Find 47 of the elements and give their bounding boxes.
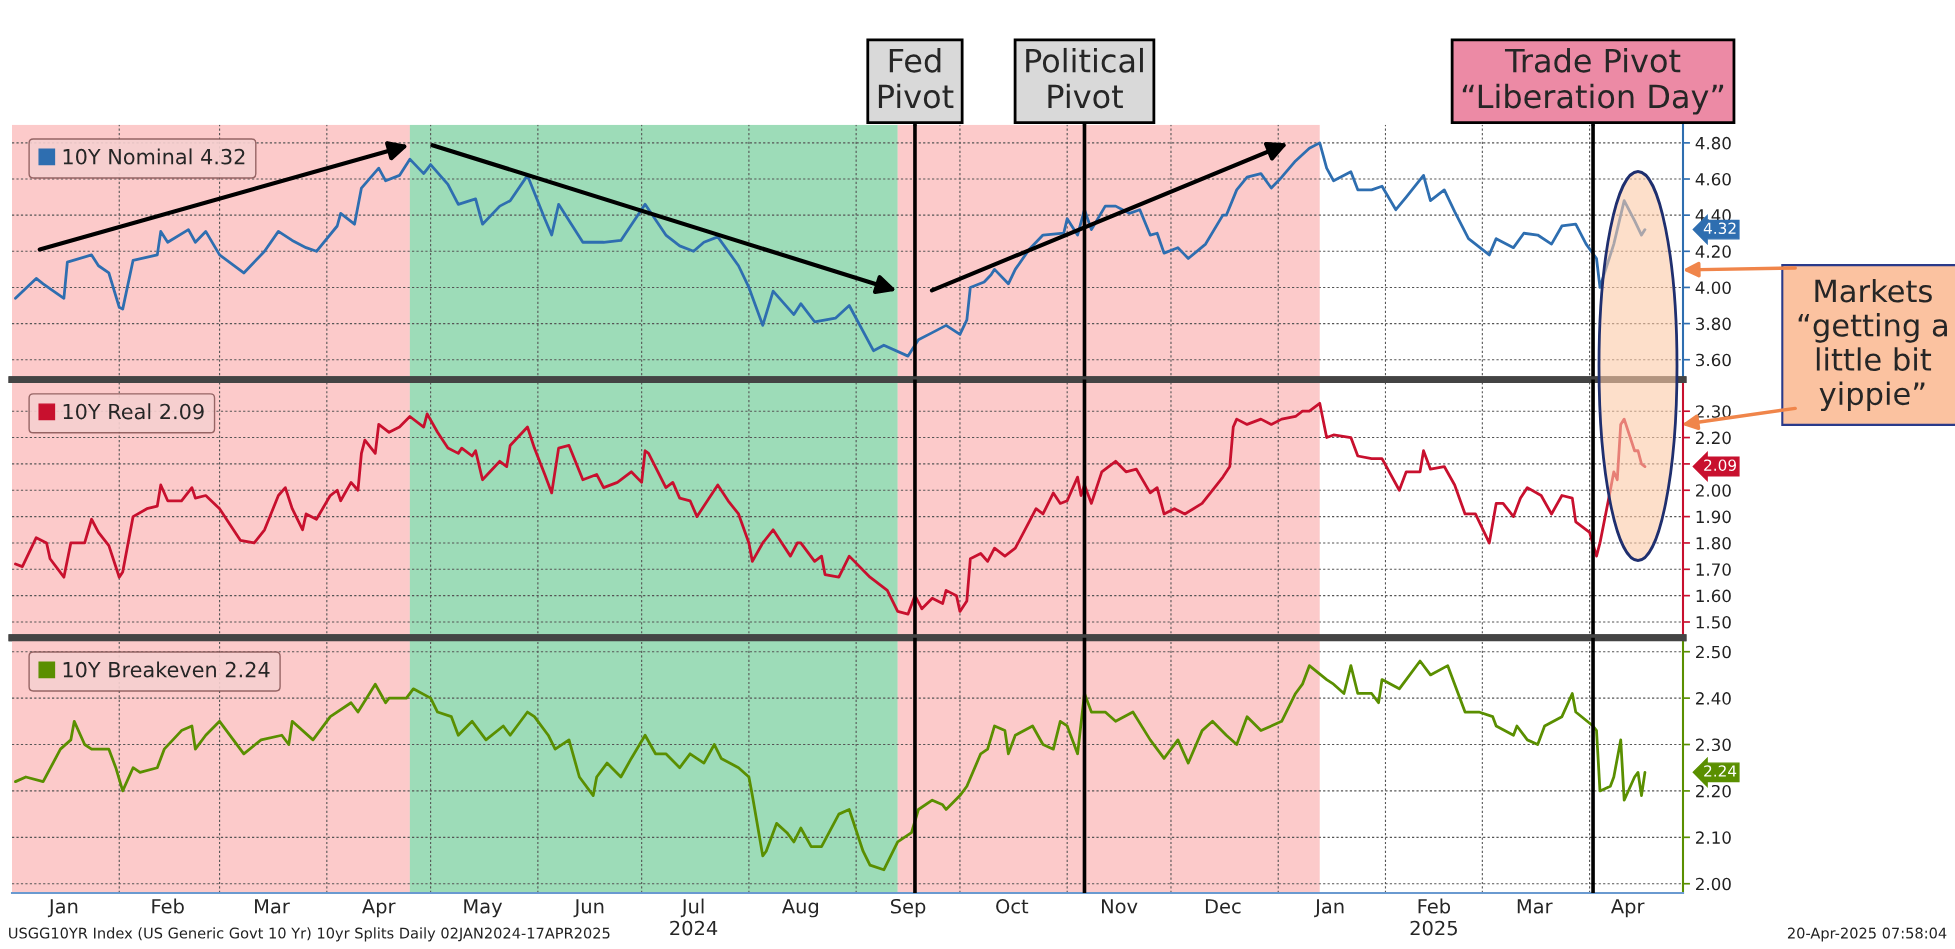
x-tick-label: Nov [1102, 899, 1138, 914]
x-tick-label: Apr [1610, 899, 1645, 918]
x-tick-label: Feb [152, 898, 184, 914]
ref-line-label: Trade Pivot “Liberation Day” [1462, 47, 1724, 115]
ref-line-label: Fed Pivot [878, 47, 954, 109]
y-tick-label: 1.70 [1696, 563, 1731, 576]
text: 2.24 [1704, 765, 1737, 777]
y-tick-label: 3.60 [1696, 353, 1731, 367]
x-tick-label: Sep [891, 898, 926, 918]
y-tick-label: 1.60 [1696, 589, 1731, 603]
x-tick-label: Oct [996, 898, 1029, 914]
ref-line-label: Political Pivot [1026, 47, 1143, 109]
y-tick-label: 1.90 [1696, 510, 1731, 524]
y-tick-label: 2.40 [1696, 692, 1731, 705]
x-tick-label: Jun [573, 899, 604, 918]
x-tick-label: Jan [47, 899, 78, 918]
y-tick-label: 4.20 [1695, 245, 1731, 258]
y-tick-label: 2.30 [1696, 738, 1731, 752]
y-tick-label: 2.00 [1696, 877, 1731, 891]
y-tick-label: 2.20 [1696, 431, 1731, 445]
y-tick-label: 2.20 [1696, 784, 1731, 798]
y-tick-label: 1.50 [1696, 615, 1731, 629]
text: Markets “getting a little bit yippie” [1798, 278, 1947, 412]
x-tick-label: Dec [1205, 899, 1241, 914]
legend-label: 10Y Nominal 4.32 [63, 148, 245, 165]
y-tick-label: 4.00 [1695, 281, 1731, 295]
x-tick-label: Feb 2025 [1410, 898, 1457, 936]
x-tick-label: Jul 2024 [670, 898, 718, 936]
x-tick-label: May [464, 899, 503, 918]
x-tick-label: Mar [255, 899, 290, 914]
y-tick-label: 4.60 [1695, 172, 1731, 186]
x-tick-label: Apr [362, 899, 396, 918]
y-tick-label: 2.10 [1696, 831, 1731, 844]
legend-label: 10Y Real 2.09 [63, 403, 204, 420]
x-tick-label: Jan [1314, 899, 1344, 918]
y-tick-label: 1.80 [1696, 536, 1731, 550]
text: 4.32 [1703, 222, 1736, 235]
text: 20-Apr-2025 07:58:04 [1787, 927, 1947, 942]
text: 2.09 [1704, 459, 1736, 471]
y-tick-label: 2.00 [1696, 484, 1731, 497]
x-tick-label: Mar [1517, 899, 1553, 914]
y-tick-label: 4.80 [1695, 136, 1731, 150]
text: USGG10YR Index (US Generic Govt 10 Yr) 10yr Splits Daily 02JAN2024-17APR2025 [9, 927, 610, 942]
y-tick-label: 3.80 [1696, 317, 1731, 331]
x-tick-label: Aug [781, 899, 819, 918]
legend-label: 10Y Breakeven 2.24 [63, 661, 270, 678]
y-tick-label: 2.50 [1696, 645, 1731, 659]
